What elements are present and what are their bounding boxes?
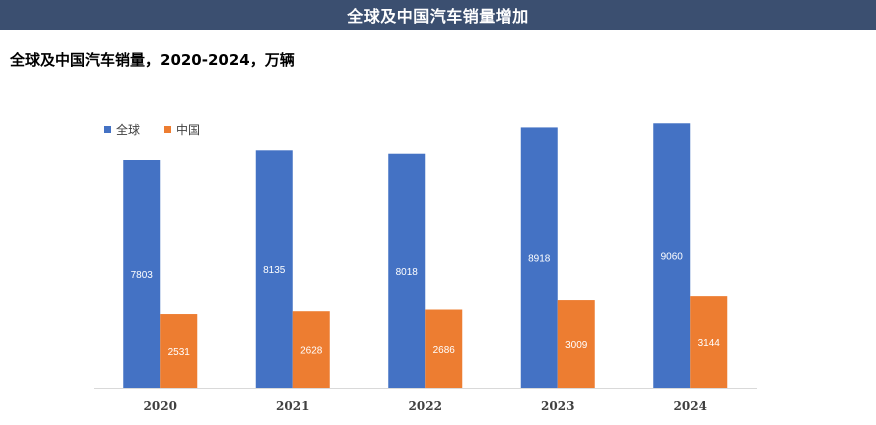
data-label-global-2022: 8018 [396, 267, 419, 278]
legend-label-china: 中国 [176, 123, 201, 137]
data-label-china-2024: 3144 [698, 338, 721, 349]
legend-item-china: 中国 [164, 121, 200, 138]
legend-swatch-china [164, 126, 172, 133]
bar-global-2020 [123, 160, 161, 388]
data-label-global-2021: 8135 [263, 265, 286, 276]
legend-swatch-global [104, 126, 111, 133]
bar-global-2021 [255, 150, 293, 388]
data-label-china-2023: 3009 [565, 340, 588, 351]
chart-title: 全球及中国汽车销量，2020-2024，万辆 [10, 51, 295, 69]
data-label-china-2021: 2628 [300, 346, 323, 357]
x-tick-label-2021: 2021 [276, 399, 309, 413]
legend-item-global: 全球 [104, 121, 140, 138]
legend-label-global: 全球 [116, 123, 141, 137]
banner-title: 全球及中国汽车销量增加 [0, 0, 876, 30]
bar-china-2022 [425, 309, 463, 388]
x-tick-label-2020: 2020 [144, 399, 177, 413]
x-tick-label-2023: 2023 [541, 399, 574, 413]
bar-china-2020 [160, 314, 198, 388]
chart-legend: 全球 中国 [104, 121, 200, 138]
bar-china-2024 [690, 296, 728, 388]
data-label-china-2022: 2686 [433, 345, 456, 356]
x-tick-label-2024: 2024 [674, 399, 707, 413]
x-tick-label-2022: 2022 [409, 399, 442, 413]
data-label-china-2020: 2531 [168, 347, 191, 358]
bar-global-2022 [388, 153, 426, 388]
bar-china-2021 [292, 311, 330, 388]
bar-global-2023 [520, 127, 558, 388]
data-label-global-2023: 8918 [528, 254, 551, 265]
data-label-global-2020: 7803 [131, 270, 154, 281]
bar-global-2024 [653, 123, 691, 388]
bar-china-2023 [557, 300, 595, 388]
data-label-global-2024: 9060 [661, 252, 684, 263]
